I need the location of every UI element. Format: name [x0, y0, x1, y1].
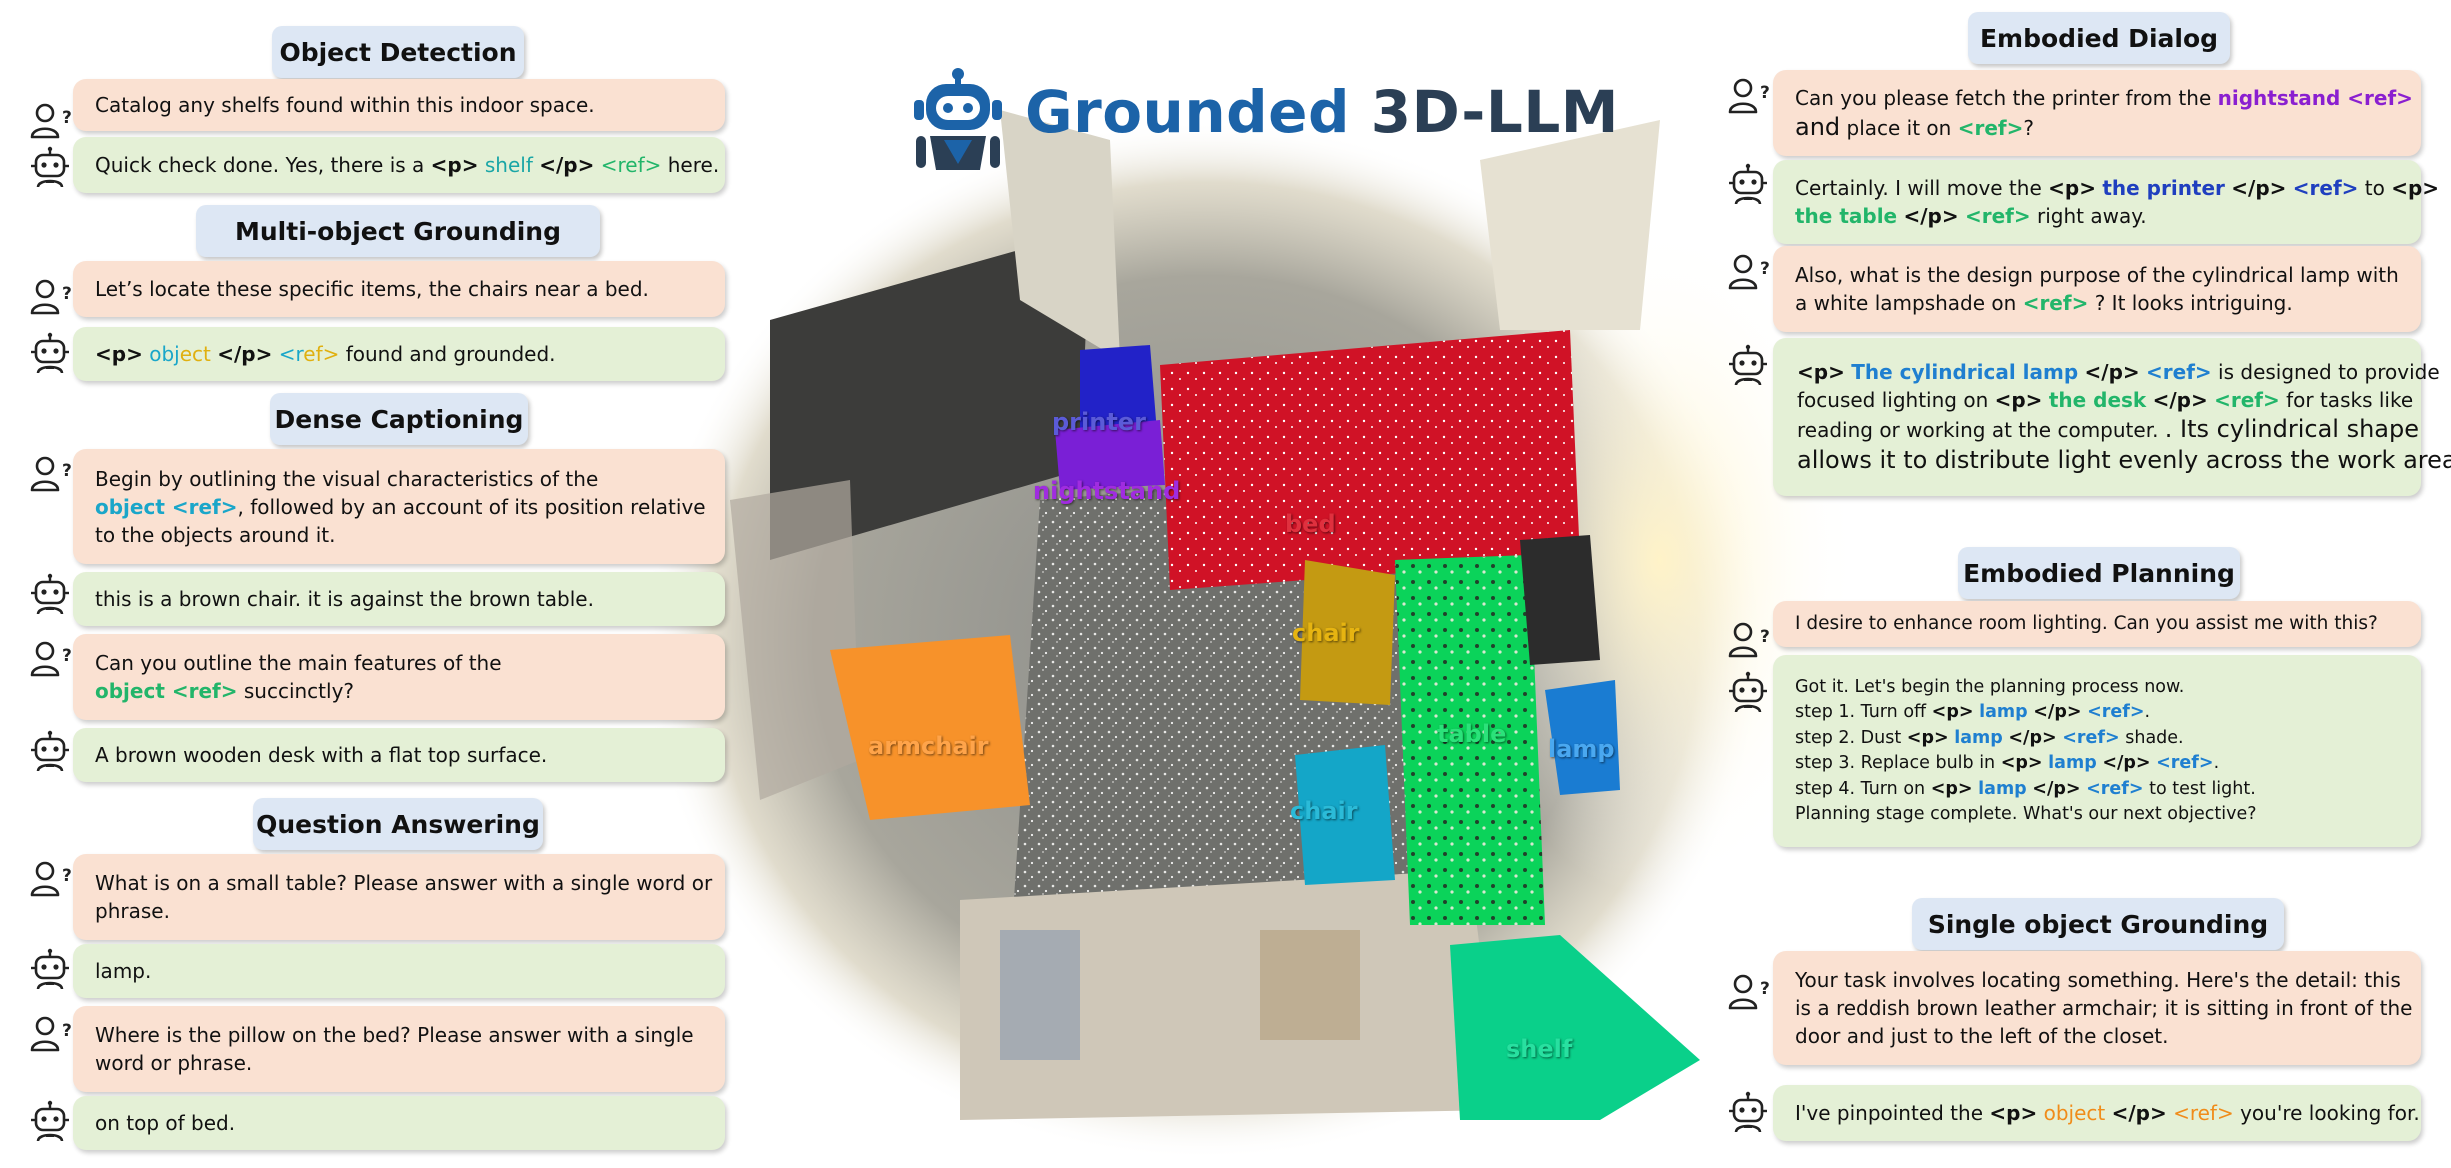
section-title-embodied-dialog: Embodied Dialog: [1968, 12, 2230, 64]
mog-bot-text: <p> object </p> <ref> found and grounded…: [95, 342, 556, 366]
scene-label-nightstand: nightstand: [1033, 477, 1181, 505]
section-title-single-object-grounding: Single object Grounding: [1912, 898, 2284, 950]
qa-bot-bubble-1: lamp.: [73, 944, 725, 998]
user-icon: [1726, 74, 1770, 118]
scene-label-armchair: armchair: [868, 732, 989, 760]
dc-bot-bubble-2: A brown wooden desk with a flat top surf…: [73, 728, 725, 782]
ed-bot-bubble-2: <p> The cylindrical lamp </p> <ref> is d…: [1773, 338, 2451, 496]
user-icon: [1726, 970, 1770, 1014]
robot-icon: [28, 730, 72, 774]
ep-bot-bubble: Got it. Let's begin the planning process…: [1773, 655, 2421, 847]
ed-bot-bubble-1: Certainly. I will move the <p> the print…: [1773, 160, 2439, 244]
robot-icon: [28, 146, 72, 190]
user-icon: [28, 99, 72, 143]
sog-bot-bubble: I've pinpointed the <p> object </p> <ref…: [1773, 1085, 2421, 1141]
dc-user-bubble-2: Can you outline the main features of the…: [73, 634, 725, 720]
od-bot-bubble: Quick check done. Yes, there is a <p> sh…: [73, 137, 725, 193]
scene-label-lamp: lamp: [1548, 735, 1615, 763]
od-user-bubble: Catalog any shelfs found within this ind…: [73, 79, 725, 131]
qa-bot-bubble-2: on top of bed.: [73, 1096, 725, 1150]
robot-icon: [1726, 1091, 1770, 1135]
robot-icon: [28, 1100, 72, 1144]
user-icon: [28, 1012, 72, 1056]
user-icon: [28, 857, 72, 901]
user-icon: [28, 275, 72, 319]
robot-icon: [1726, 344, 1770, 388]
mog-bot-bubble: <p> object </p> <ref> found and grounded…: [73, 327, 725, 381]
scene-label-shelf: shelf: [1506, 1035, 1573, 1063]
user-icon: [1726, 618, 1770, 662]
scene-label-chair-1: chair: [1292, 619, 1360, 647]
section-title-dense-captioning: Dense Captioning: [270, 393, 528, 445]
ed-user-bubble-1: Can you please fetch the printer from th…: [1773, 70, 2421, 156]
robot-icon: [28, 573, 72, 617]
od-user-text: Catalog any shelfs found within this ind…: [95, 93, 595, 117]
brand-title: Grounded 3D-LLM: [1025, 78, 1619, 146]
sog-user-bubble: Your task involves locating something. H…: [1773, 951, 2421, 1065]
robot-logo-icon: [914, 68, 1002, 170]
robot-icon: [1726, 671, 1770, 715]
scene-label-chair-2: chair: [1290, 797, 1358, 825]
user-icon: [28, 637, 72, 681]
od-bot-text: Quick check done. Yes, there is a <p> sh…: [95, 153, 720, 177]
mog-user-bubble: Let’s locate these specific items, the c…: [73, 261, 725, 317]
mog-user-text: Let’s locate these specific items, the c…: [95, 277, 649, 301]
robot-icon: [28, 948, 72, 992]
user-icon: [1726, 250, 1770, 294]
qa-user-bubble-1: What is on a small table? Please answer …: [73, 854, 725, 940]
scene-label-table: table: [1437, 720, 1507, 748]
robot-icon: [1726, 163, 1770, 207]
scene-label-bed: bed: [1285, 510, 1336, 538]
section-title-embodied-planning: Embodied Planning: [1958, 547, 2240, 599]
brand-word-1: Grounded: [1025, 78, 1351, 146]
qa-user-bubble-2: Where is the pillow on the bed? Please a…: [73, 1006, 725, 1092]
scene-label-printer: printer: [1052, 408, 1146, 436]
ed-user-bubble-2: Also, what is the design purpose of the …: [1773, 246, 2421, 332]
dc-bot-bubble-1: this is a brown chair. it is against the…: [73, 572, 725, 626]
section-title-object-detection: Object Detection: [272, 26, 524, 78]
brand-word-2: 3D-LLM: [1370, 78, 1620, 146]
dc-user-bubble-1: Begin by outlining the visual characteri…: [73, 449, 725, 564]
section-title-multi-object-grounding: Multi-object Grounding: [196, 205, 600, 257]
section-title-question-answering: Question Answering: [253, 798, 543, 850]
user-icon: [28, 452, 72, 496]
ep-user-bubble: I desire to enhance room lighting. Can y…: [1773, 601, 2421, 647]
robot-icon: [28, 332, 72, 376]
